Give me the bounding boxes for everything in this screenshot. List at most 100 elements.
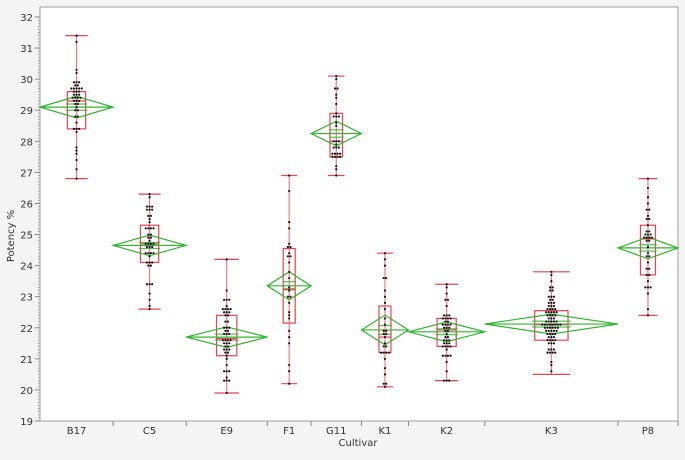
data-point [646, 186, 650, 190]
data-point [550, 348, 553, 351]
groups [37, 34, 680, 395]
data-point [548, 326, 552, 329]
data-point [551, 326, 554, 329]
x-tick-label: G11 [326, 426, 346, 437]
data-point [551, 308, 554, 311]
data-point [339, 155, 342, 158]
data-point [331, 155, 334, 158]
data-point [76, 96, 79, 99]
data-point [545, 329, 548, 332]
data-point [228, 332, 231, 336]
data-point [646, 177, 650, 180]
data-point [442, 379, 446, 382]
data-point [149, 242, 152, 245]
data-point [76, 102, 79, 106]
data-point [288, 363, 291, 367]
data-point [547, 301, 550, 305]
data-point [75, 34, 78, 37]
data-point [554, 351, 557, 354]
data-point [550, 311, 553, 314]
data-point [547, 311, 550, 314]
data-point [288, 276, 291, 280]
data-point [546, 332, 549, 336]
data-point [226, 329, 230, 332]
data-point [552, 317, 556, 320]
data-point [548, 339, 552, 342]
data-point [444, 329, 447, 332]
data-point [644, 233, 647, 236]
data-point [441, 345, 444, 348]
data-point [149, 214, 152, 217]
data-point [288, 252, 291, 255]
data-point [289, 245, 292, 249]
data-point [75, 127, 78, 130]
data-point [147, 252, 150, 255]
data-point [546, 323, 549, 326]
data-point [335, 143, 338, 146]
data-point [442, 342, 446, 345]
data-point [225, 326, 228, 329]
data-point [445, 342, 448, 345]
data-point [444, 335, 447, 339]
data-point [441, 354, 444, 357]
data-point [225, 289, 228, 292]
data-point [75, 130, 78, 134]
data-point [221, 308, 224, 311]
data-point [645, 236, 648, 239]
data-point [645, 230, 648, 233]
data-point [444, 323, 447, 326]
data-point [149, 264, 152, 267]
data-point [444, 298, 447, 301]
data-point [148, 261, 151, 264]
group-k3 [484, 270, 619, 375]
data-point [149, 252, 152, 255]
data-point [648, 208, 651, 211]
group-c5 [110, 193, 189, 311]
data-point [646, 286, 650, 289]
data-point [385, 351, 388, 354]
y-tick-label: 28 [20, 137, 33, 148]
data-point [72, 99, 76, 103]
data-point [288, 286, 291, 289]
data-point [147, 264, 150, 267]
data-point [78, 90, 81, 93]
data-point [445, 326, 448, 329]
data-point [224, 314, 227, 317]
data-point [144, 242, 147, 245]
data-point [288, 382, 291, 385]
data-point [225, 370, 228, 373]
data-point [645, 255, 648, 258]
data-point [445, 286, 448, 289]
y-tick-label: 26 [20, 199, 33, 210]
data-point [550, 295, 553, 298]
data-point [448, 339, 451, 342]
data-point [644, 286, 647, 289]
data-point [71, 96, 74, 99]
data-point [336, 155, 339, 158]
data-point [339, 152, 342, 155]
data-point [551, 332, 554, 336]
data-point [75, 40, 78, 43]
data-point [144, 252, 147, 255]
data-point [148, 221, 151, 224]
data-point [74, 115, 77, 118]
data-point [554, 332, 557, 336]
data-point [383, 258, 387, 261]
data-point [551, 289, 554, 292]
data-point [75, 93, 78, 96]
data-point [445, 360, 448, 364]
data-point [226, 308, 230, 311]
data-point [335, 74, 338, 78]
data-point [546, 314, 549, 317]
data-point [648, 273, 651, 277]
data-point [72, 127, 76, 130]
data-point [222, 379, 226, 382]
data-point [333, 152, 337, 155]
data-point [446, 317, 450, 320]
data-point [288, 189, 291, 193]
data-point [288, 242, 291, 245]
data-point [75, 106, 78, 109]
data-point [385, 332, 388, 336]
box [436, 317, 457, 348]
data-point [649, 286, 652, 289]
